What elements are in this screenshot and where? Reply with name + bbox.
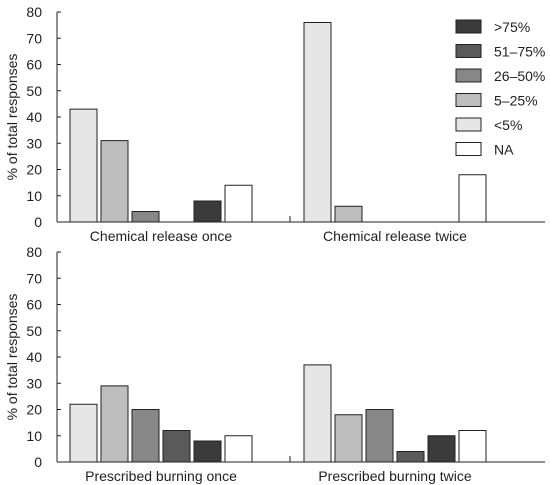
legend-label: 5–25% [494,93,538,109]
bar [224,435,253,463]
y-tick-label: 50 [26,83,42,99]
bar [396,451,425,463]
bar [131,211,160,223]
legend-label: <5% [494,117,522,133]
bar [193,200,222,223]
bar [224,184,253,223]
y-tick-label: 0 [34,214,42,230]
y-tick-label: 70 [26,270,42,286]
legend-label: NA [494,142,514,158]
legend-swatch [455,44,482,58]
legend-swatch [455,19,482,34]
y-axis-label: % of total responses [4,54,20,181]
y-axis-label: % of total responses [4,294,20,421]
bar [334,205,363,223]
bar [69,108,98,223]
y-tick-label: 30 [26,375,42,391]
bar [427,435,456,463]
y-tick-label: 40 [26,349,42,365]
y-tick-label: 20 [26,162,42,178]
legend-swatch [455,68,482,83]
y-tick-label: 20 [26,402,42,418]
legend-label: 51–75% [494,44,545,60]
y-tick-label: 50 [26,323,42,339]
legend-swatch [455,142,482,156]
bar [458,174,487,223]
bar [100,385,129,463]
bar [303,22,332,223]
y-tick-label: 60 [26,57,42,73]
bar [162,430,191,463]
x-category-label: Prescribed burning once [85,468,237,484]
y-tick-label: 70 [26,30,42,46]
bar [365,409,394,463]
legend-swatch [455,93,482,107]
y-tick-label: 60 [26,297,42,313]
x-category-label: Chemical release once [90,228,233,244]
y-tick-label: 30 [26,135,42,151]
y-tick-label: 80 [26,244,42,260]
legend-label: 26–50% [494,68,545,84]
bar [458,430,487,463]
y-tick-label: 10 [26,188,42,204]
legend-label: >75% [494,19,530,35]
y-tick-label: 10 [26,428,42,444]
y-tick-label: 40 [26,109,42,125]
bar [303,364,332,463]
x-category-label: Chemical release twice [323,228,467,244]
bar [69,403,98,463]
legend-swatch [455,117,482,132]
x-category-label: Prescribed burning twice [318,468,472,484]
bar [334,414,363,463]
bar [131,409,160,463]
bar [100,140,129,223]
y-tick-label: 80 [26,4,42,20]
y-tick-label: 0 [34,454,42,470]
bar [193,440,222,463]
